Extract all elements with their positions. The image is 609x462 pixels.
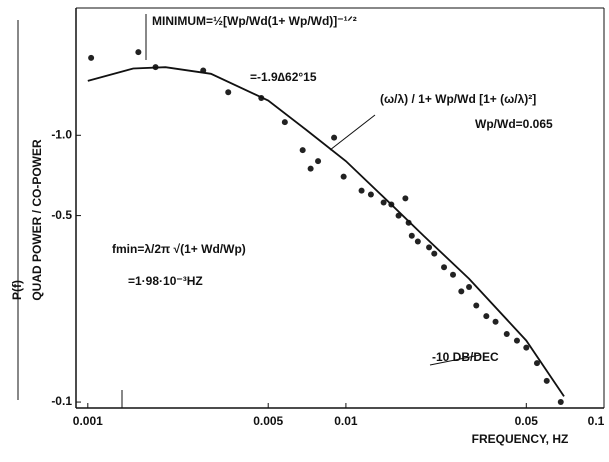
arrow: [429, 354, 481, 366]
data-point: [281, 119, 288, 126]
data-point: [533, 360, 540, 367]
y-tick-label: -1.0: [51, 127, 72, 141]
data-point: [225, 89, 232, 96]
x-tick-label: 0.001: [73, 414, 103, 428]
data-point: [473, 302, 480, 309]
annotation: MINIMUM=½[Wp/Wd(1+ Wp/Wd)]⁻¹ᐟ²: [152, 14, 357, 28]
data-point: [88, 54, 95, 61]
data-point: [315, 158, 322, 165]
data-point: [492, 318, 499, 325]
data-point: [513, 337, 520, 344]
data-point: [450, 271, 457, 278]
fit-curve: [87, 66, 565, 397]
y-axis-label: QUAD POWER / CO-POWER: [30, 139, 44, 301]
data-point: [458, 288, 465, 295]
data-point: [523, 344, 530, 351]
data-point: [331, 134, 338, 141]
x-tick-label: 0.1: [588, 414, 605, 428]
data-point: [431, 250, 438, 257]
data-point: [543, 377, 550, 384]
x-axis-label: FREQUENCY, HZ: [472, 432, 569, 446]
data-point: [367, 191, 374, 198]
data-point: [414, 238, 421, 245]
annotation: Wp/Wd=0.065: [475, 117, 553, 131]
data-point: [441, 264, 448, 271]
data-point: [426, 244, 433, 251]
arrow: [329, 114, 376, 151]
data-point: [358, 187, 365, 194]
data-point: [135, 49, 142, 56]
data-point: [503, 330, 510, 337]
annotation: -10 DB/DEC: [432, 350, 499, 364]
annotation: fmin=λ/2π √(1+ Wd/Wp): [112, 242, 246, 256]
data-point: [557, 399, 564, 406]
annotation: (ω/λ) / 1+ Wp/Wd [1+ (ω/λ)²]: [380, 92, 536, 106]
y-tick-label: -0.5: [51, 208, 72, 222]
data-point: [466, 283, 473, 290]
data-point: [408, 232, 415, 239]
data-point: [299, 147, 306, 154]
y-tick-label: -0.1: [51, 394, 72, 408]
x-tick-label: 0.01: [334, 414, 358, 428]
data-point: [340, 173, 347, 180]
data-point: [483, 313, 490, 320]
data-point: [405, 219, 412, 226]
annotation: =1·98·10⁻³HZ: [128, 274, 203, 288]
x-tick-label: 0.005: [253, 414, 283, 428]
data-point: [307, 165, 314, 172]
y-axis-label-prefix: P(f): [10, 280, 24, 300]
annotation: =-1.9∆62°15: [250, 70, 317, 84]
data-point: [380, 199, 387, 206]
data-point: [402, 195, 409, 202]
x-tick-label: 0.05: [515, 414, 539, 428]
